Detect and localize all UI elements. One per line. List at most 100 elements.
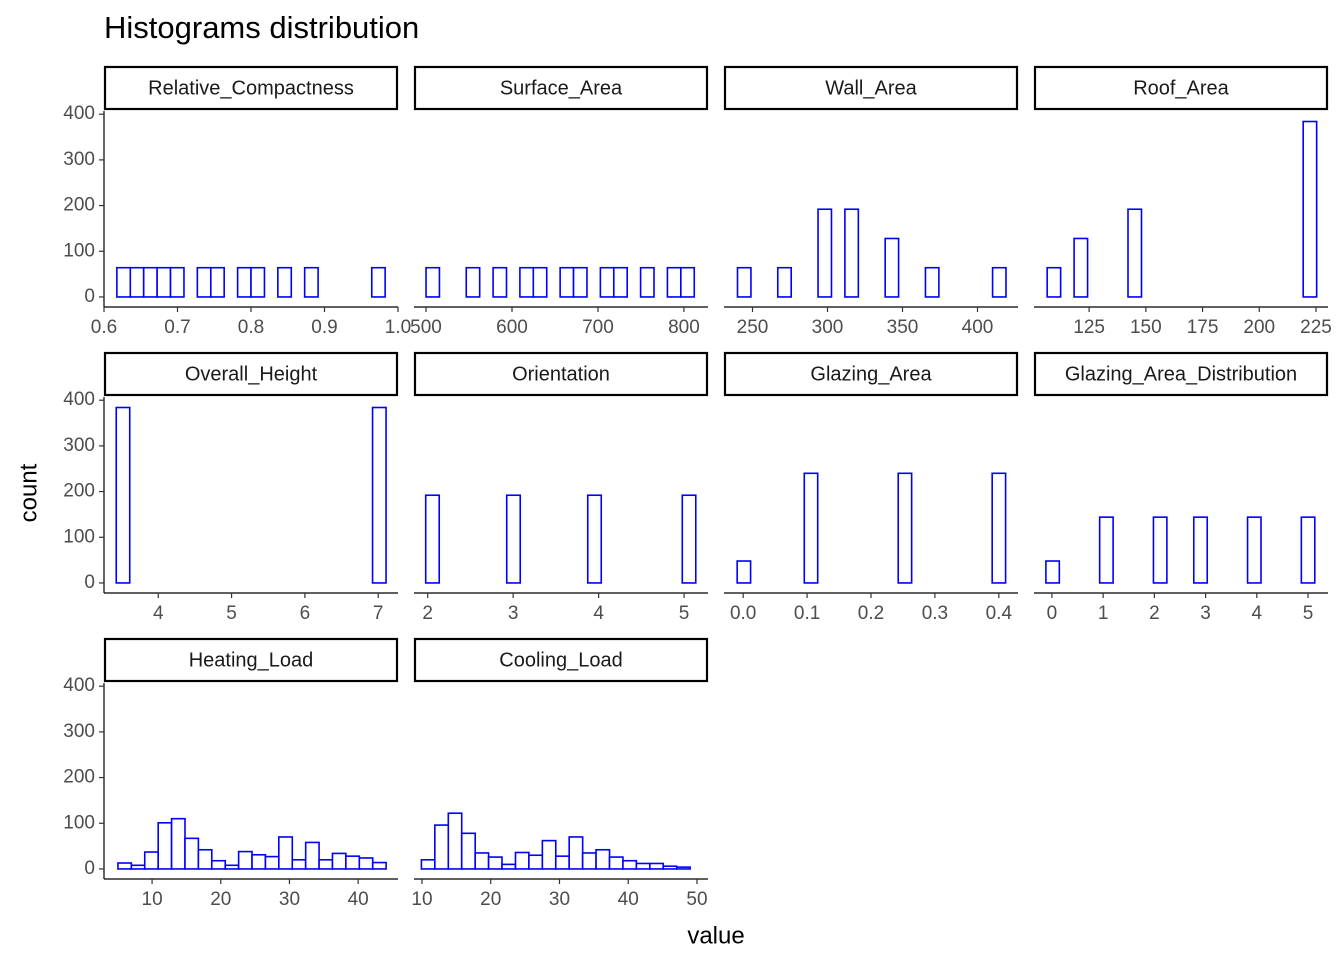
strip-label: Glazing_Area_Distribution: [1065, 363, 1297, 385]
x-tick-label: 800: [668, 317, 700, 338]
x-tick-label: 0.3: [922, 603, 948, 624]
y-tick-label: 300: [63, 435, 95, 456]
histogram-bar: [991, 472, 1007, 584]
x-tick-label: 20: [480, 889, 501, 910]
y-tick-label: 400: [63, 675, 95, 696]
histogram-bar: [1192, 516, 1209, 584]
y-tick-label: 200: [63, 481, 95, 502]
x-tick-label: 4: [153, 603, 164, 624]
histogram-bar: [817, 208, 833, 298]
x-tick-label: 700: [582, 317, 614, 338]
histogram-bar: [568, 836, 584, 870]
histogram-bar: [884, 237, 900, 298]
strip: [103, 351, 399, 397]
histogram-bar: [924, 266, 940, 298]
histogram-bar: [474, 852, 490, 870]
y-tick-label: 400: [63, 103, 95, 124]
x-tick-label: 0.8: [238, 317, 264, 338]
histogram-bar: [447, 812, 463, 870]
histogram-bar: [129, 266, 145, 298]
histogram-bar: [130, 864, 146, 870]
x-tick-label: 5: [226, 603, 237, 624]
histogram-bar: [1152, 516, 1168, 584]
chart-title: Histograms distribution: [104, 10, 419, 45]
histogram-bar: [304, 841, 320, 870]
histogram-bar: [345, 855, 361, 870]
x-tick-label: 4: [1252, 603, 1263, 624]
x-tick-label: 30: [549, 889, 570, 910]
histogram-bar: [1127, 208, 1143, 298]
histogram-bar: [460, 832, 476, 870]
histogram-bar: [1302, 120, 1318, 298]
histogram-bar: [581, 852, 597, 870]
histogram-bar: [331, 852, 347, 870]
x-tick-label: 500: [410, 317, 442, 338]
histogram-bar: [210, 859, 227, 870]
histogram-bar: [115, 406, 131, 584]
histogram-bar: [1073, 237, 1089, 298]
x-tick-label: 5: [1303, 603, 1314, 624]
x-tick-label: 5: [679, 603, 690, 624]
histogram-bar: [612, 266, 628, 298]
y-tick-label: 0: [84, 286, 95, 307]
histogram-bar: [143, 851, 159, 870]
strip: [103, 65, 399, 111]
histogram-bar: [803, 472, 819, 584]
strip: [413, 65, 709, 111]
histogram-bar: [662, 865, 678, 870]
histogram-bar: [170, 817, 186, 870]
x-tick-label: 6: [300, 603, 311, 624]
strip-label: Wall_Area: [825, 77, 917, 99]
y-tick-label: 0: [84, 858, 95, 879]
histogram-bar: [157, 822, 173, 870]
x-tick-label: 7: [373, 603, 384, 624]
histogram-bar: [318, 859, 334, 870]
y-tick-label: 400: [63, 389, 95, 410]
histogram-bar: [236, 266, 252, 298]
histogram-bar: [278, 836, 294, 870]
histogram-bar: [776, 266, 793, 298]
histogram-bar: [736, 560, 752, 584]
histogram-bar: [424, 494, 441, 584]
strip-label: Roof_Area: [1133, 77, 1229, 99]
x-tick-label: 400: [962, 317, 994, 338]
histogram-bar: [897, 472, 913, 584]
histogram-bar: [622, 859, 638, 870]
x-tick-label: 0.0: [730, 603, 756, 624]
x-tick-label: 350: [887, 317, 919, 338]
histogram-bar: [251, 853, 267, 870]
strip-label: Orientation: [512, 363, 610, 385]
histogram-bar: [116, 266, 132, 298]
histogram-bar: [736, 266, 752, 298]
y-tick-label: 300: [63, 149, 95, 170]
histogram-bar: [554, 855, 570, 870]
histogram-bar: [303, 266, 319, 298]
x-tick-label: 30: [279, 889, 300, 910]
x-tick-label: 0.7: [164, 317, 190, 338]
histogram-bar: [595, 848, 611, 870]
x-tick-label: 0.9: [311, 317, 337, 338]
histogram-bar: [237, 850, 253, 870]
x-axis-label: value: [687, 922, 744, 949]
strip-label: Surface_Area: [500, 77, 623, 99]
histogram-bar: [532, 266, 548, 298]
histogram-bar: [514, 851, 530, 870]
x-tick-label: 50: [686, 889, 707, 910]
histogram-bar: [197, 848, 213, 870]
histogram-bar: [224, 864, 240, 870]
histogram-bar: [117, 862, 133, 870]
histogram-bar: [420, 859, 436, 870]
strip: [723, 351, 1019, 397]
y-tick-label: 200: [63, 195, 95, 216]
strip-label: Relative_Compactness: [148, 77, 354, 99]
histogram-bar: [142, 266, 158, 298]
histogram-bar: [371, 406, 387, 584]
x-tick-label: 40: [348, 889, 369, 910]
x-tick-label: 0.4: [986, 603, 1013, 624]
histogram-bar: [666, 266, 682, 298]
x-tick-label: 1: [1098, 603, 1109, 624]
histogram-bar: [599, 266, 615, 298]
strip-label: Overall_Height: [185, 363, 318, 385]
